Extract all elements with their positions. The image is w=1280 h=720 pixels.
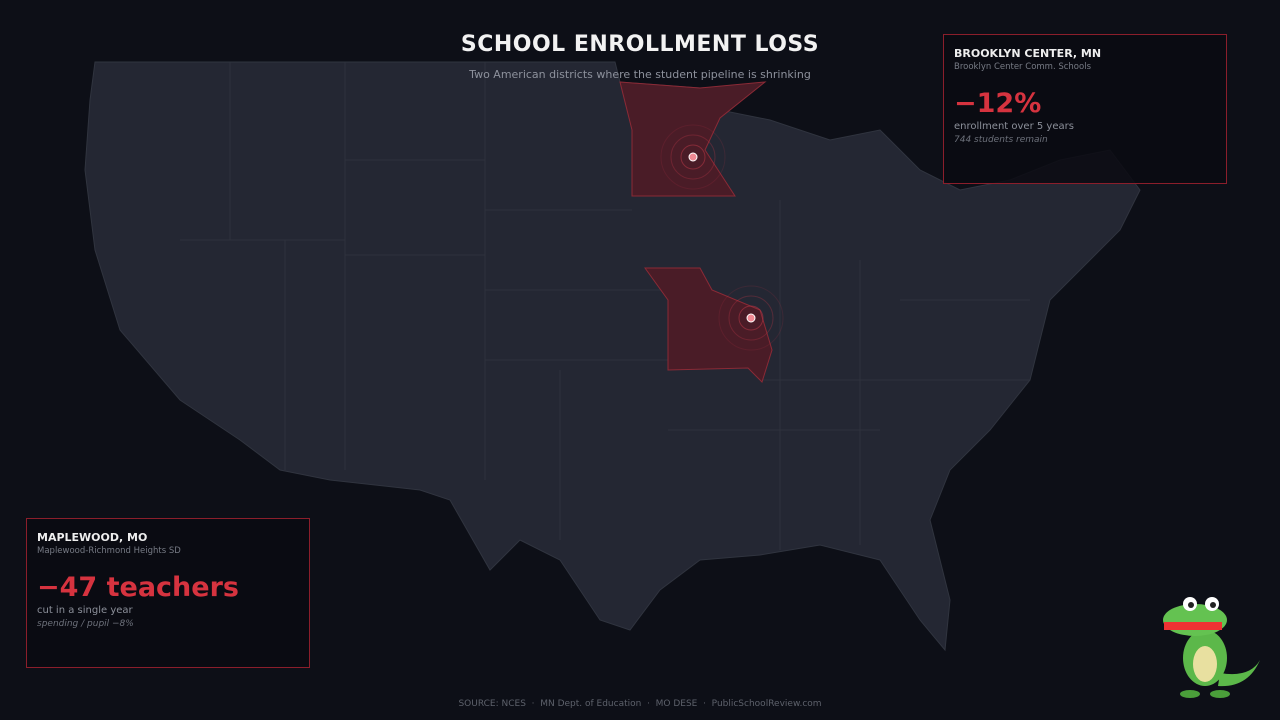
marker xyxy=(746,313,756,323)
district-card: MAPLEWOOD, MO Maplewood-Richmond Heights… xyxy=(26,518,310,668)
marker-rings xyxy=(660,124,784,351)
district-card: BROOKLYN CENTER, MN Brooklyn Center Comm… xyxy=(943,34,1227,184)
state-borders xyxy=(180,62,1030,550)
district: Brooklyn Center Comm. Schools xyxy=(954,62,1092,72)
place: MAPLEWOOD, MO xyxy=(37,531,148,544)
caption: cut in a single year xyxy=(37,605,133,616)
source: SOURCE: NCES · MN Dept. of Education · M… xyxy=(458,699,822,709)
district: Maplewood-Richmond Heights SD xyxy=(37,546,181,556)
minnesota xyxy=(619,81,767,197)
us-outline xyxy=(84,61,1141,652)
stat: −12% xyxy=(954,88,1042,119)
note: spending / pupil −8% xyxy=(37,619,134,629)
missouri xyxy=(644,267,773,383)
subtitle: Two American districts where the student… xyxy=(469,68,811,81)
title: SCHOOL ENROLLMENT LOSS xyxy=(460,32,820,57)
mascot xyxy=(1163,597,1260,698)
stat: −47 teachers xyxy=(37,572,239,603)
note: 744 students remain xyxy=(954,135,1048,145)
place: BROOKLYN CENTER, MN xyxy=(954,47,1102,60)
caption: enrollment over 5 years xyxy=(954,121,1074,132)
marker xyxy=(688,152,698,162)
